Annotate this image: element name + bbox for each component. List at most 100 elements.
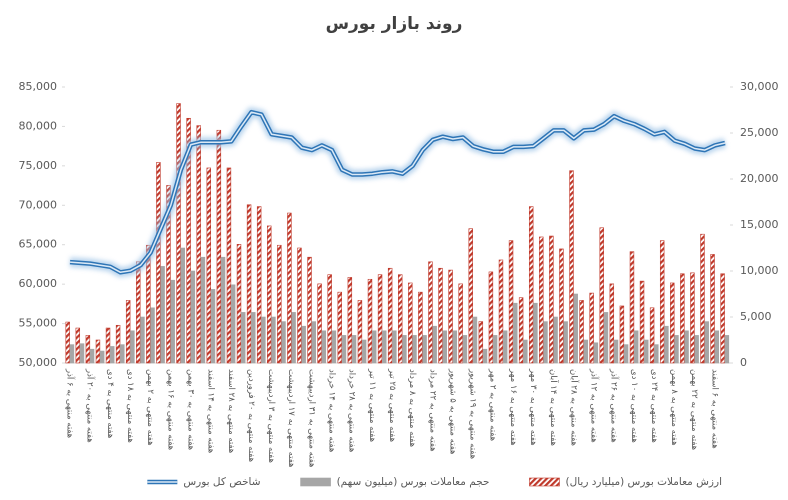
bar [357, 300, 363, 364]
bar [609, 283, 615, 364]
bar [89, 348, 95, 364]
bar [559, 248, 564, 364]
y-tick-label: 75,000 [19, 159, 58, 172]
bar [307, 256, 312, 364]
bar [502, 330, 508, 364]
bar [664, 325, 669, 364]
bar [472, 316, 478, 364]
bar [317, 283, 322, 364]
x-tick-label: هفته منتهی به ۲۰ آذر [85, 368, 97, 443]
x-tick-label: هفته منتهی به ۵ شهریور [447, 368, 457, 455]
bar [99, 350, 105, 364]
x-tick-label: هفته منتهی به ۲۴ دی [649, 369, 659, 443]
x-tick-label: هفته منتهی به ۱۱ تیر [367, 368, 377, 442]
y2-tick-label: 0 [740, 356, 747, 369]
bar [277, 244, 282, 364]
bar [150, 307, 155, 364]
bar [528, 206, 534, 364]
x-tick-label: هفته منتهی به ۸ مرداد [407, 369, 417, 447]
bar [341, 335, 347, 364]
bar [196, 125, 201, 364]
x-tick-label: هفته منتهی به ۶ اسفند [709, 369, 719, 449]
bar [553, 316, 558, 364]
bar [79, 343, 85, 364]
bar [492, 335, 498, 364]
bar [206, 167, 211, 364]
bar [95, 339, 101, 364]
y-tick-label: 55,000 [19, 317, 58, 330]
bar [533, 302, 538, 364]
bar [230, 284, 236, 364]
bar [216, 129, 222, 364]
bar [549, 235, 554, 364]
bar [482, 348, 488, 364]
x-tick-label: هفته منتهی به ۱۶ بهمن [165, 369, 175, 450]
bar [694, 335, 699, 364]
bar [281, 321, 286, 364]
bar [236, 244, 242, 364]
bar [654, 344, 659, 364]
y-tick-label: 70,000 [19, 198, 58, 211]
line-core [69, 111, 726, 274]
x-tick-label: هفته منتهی به ۲۲ بهمن [689, 369, 699, 450]
bar [539, 236, 544, 364]
x-tick-label: هفته منتهی به ۱۹ شهریور [468, 368, 478, 459]
bar [428, 261, 433, 364]
y-tick-label: 85,000 [19, 80, 58, 93]
bar [367, 278, 373, 364]
bar [710, 254, 715, 364]
x-tick-label: هفته منتهی به ۸ بهمن [669, 369, 679, 446]
bar [649, 307, 655, 364]
bar [297, 247, 302, 364]
bar [418, 291, 423, 364]
bar [392, 330, 397, 364]
bar [720, 273, 725, 364]
bar [115, 324, 121, 364]
bar [579, 300, 584, 364]
bar [422, 335, 427, 364]
bar [412, 335, 417, 364]
x-tick-label: هفته منتهی به ۳۰ مهر [528, 368, 538, 446]
bar [513, 302, 518, 364]
bar [603, 312, 609, 364]
bar [176, 103, 181, 364]
bar [287, 212, 292, 364]
legend-label: ارزش معاملات بورس (میلیارد ریال) [565, 476, 722, 488]
y2-tick-label: 5,000 [740, 310, 772, 323]
bar [226, 167, 232, 364]
bar [438, 267, 443, 364]
bar [458, 283, 463, 364]
x-tick-label: هفته منتهی به ۲۶ آذر [609, 368, 621, 443]
y-tick-label: 60,000 [19, 277, 58, 290]
x-tick-label: هفته منتهی به ۱۴ اسفند [206, 369, 216, 453]
bar [387, 267, 393, 364]
bar [220, 256, 226, 364]
bar [633, 330, 639, 364]
bar [180, 247, 186, 364]
bar [170, 279, 175, 364]
bar [518, 297, 524, 364]
x-tick-label: هفته منتهی به ۶ آذر [65, 368, 77, 438]
y-tick-label: 80,000 [19, 119, 58, 132]
bar [523, 339, 528, 364]
bar [271, 316, 276, 364]
bar [659, 240, 665, 364]
x-tick-label: هفته منتهی به ۳۰ بهمن [185, 369, 195, 450]
bar [690, 272, 695, 364]
bar [639, 280, 645, 364]
x-tick-label: هفته منتهی به ۱۶ مهر [508, 368, 518, 446]
legend-label: شاخص کل بورس [183, 476, 260, 488]
bar [613, 339, 619, 364]
y2-tick-label: 30,000 [740, 80, 779, 93]
bar [140, 316, 145, 364]
bar [644, 339, 649, 364]
y2-tick-label: 25,000 [740, 126, 779, 139]
bar [190, 270, 196, 364]
bar [478, 321, 484, 364]
bar [448, 269, 453, 364]
bar [347, 277, 353, 364]
bar [704, 321, 709, 364]
bar [468, 228, 473, 364]
bar [377, 274, 383, 364]
